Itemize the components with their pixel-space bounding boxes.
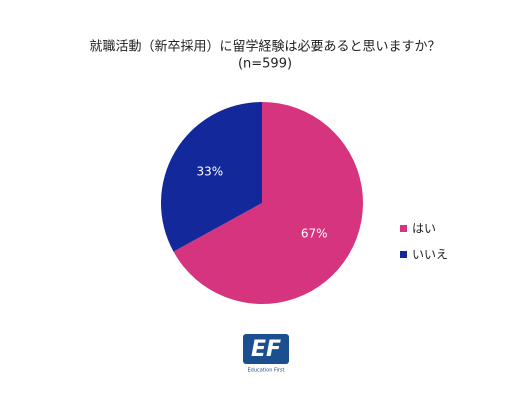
chart-title: 就職活動（新卒採用）に留学経験は必要あると思いますか？: [89, 39, 440, 55]
pie-slice: [160, 101, 262, 252]
pie-slice: [173, 102, 363, 304]
logo-badge: [243, 334, 289, 364]
legend-swatch: [400, 251, 407, 258]
slice-label: 33%: [197, 165, 224, 179]
logo-mark: EF: [251, 337, 281, 362]
logo: EF Education First: [243, 334, 289, 374]
legend-label: いいえ: [412, 248, 448, 262]
chart-subtitle: (n=599): [238, 57, 292, 72]
legend-label: はい: [412, 222, 436, 236]
legend-swatch: [400, 225, 407, 232]
slice-label: 67%: [301, 226, 328, 240]
logo-tagline: Education First: [247, 368, 284, 374]
